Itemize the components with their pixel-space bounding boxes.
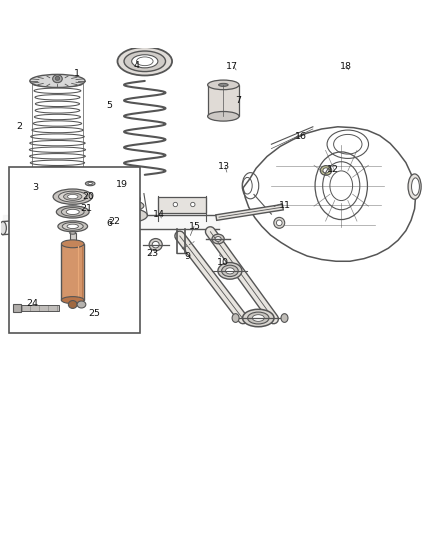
Ellipse shape	[53, 75, 62, 83]
Ellipse shape	[58, 221, 88, 232]
Ellipse shape	[276, 220, 282, 225]
Text: 6: 6	[106, 219, 112, 228]
Text: 15: 15	[189, 222, 201, 231]
Ellipse shape	[274, 217, 285, 228]
Text: 2: 2	[16, 122, 22, 131]
Text: 11: 11	[279, 201, 290, 210]
Bar	[9, 167, 140, 333]
Ellipse shape	[67, 224, 78, 229]
Ellipse shape	[61, 207, 84, 216]
Ellipse shape	[215, 237, 221, 241]
Ellipse shape	[137, 57, 153, 66]
Bar	[61, 244, 84, 300]
Ellipse shape	[222, 265, 238, 277]
Ellipse shape	[109, 208, 148, 222]
Text: 9: 9	[184, 252, 191, 261]
Ellipse shape	[53, 189, 92, 204]
Ellipse shape	[208, 111, 239, 121]
Text: 22: 22	[108, 216, 120, 225]
Ellipse shape	[232, 313, 239, 322]
Text: 20: 20	[82, 192, 94, 201]
Ellipse shape	[67, 195, 78, 199]
Text: 5: 5	[106, 101, 112, 110]
Text: 21: 21	[80, 204, 92, 213]
Text: 4: 4	[133, 61, 139, 70]
Text: 18: 18	[339, 62, 352, 71]
Ellipse shape	[243, 309, 274, 327]
Ellipse shape	[252, 314, 264, 321]
Ellipse shape	[212, 234, 224, 244]
Ellipse shape	[219, 83, 228, 86]
Text: 19: 19	[116, 180, 128, 189]
Ellipse shape	[191, 203, 195, 207]
Ellipse shape	[226, 268, 234, 274]
Ellipse shape	[117, 47, 172, 76]
Ellipse shape	[64, 193, 82, 200]
Bar	[19, 305, 59, 311]
Ellipse shape	[37, 168, 78, 177]
Ellipse shape	[247, 312, 269, 324]
Bar	[70, 233, 76, 244]
Text: 12: 12	[326, 165, 339, 174]
Ellipse shape	[281, 313, 288, 322]
Text: 17: 17	[226, 62, 238, 71]
Ellipse shape	[77, 301, 86, 308]
Ellipse shape	[149, 239, 162, 251]
Ellipse shape	[61, 240, 84, 248]
Bar	[208, 85, 239, 116]
Ellipse shape	[52, 187, 58, 191]
Text: 10: 10	[216, 257, 229, 266]
Ellipse shape	[61, 297, 84, 304]
Ellipse shape	[55, 76, 60, 80]
Ellipse shape	[57, 206, 89, 218]
Ellipse shape	[67, 215, 74, 230]
Ellipse shape	[412, 178, 420, 195]
Text: 25: 25	[88, 309, 101, 318]
Ellipse shape	[68, 301, 77, 309]
Bar	[13, 304, 21, 312]
Ellipse shape	[218, 263, 242, 279]
Ellipse shape	[173, 203, 177, 207]
Ellipse shape	[124, 51, 166, 71]
Ellipse shape	[28, 166, 86, 179]
Text: 1: 1	[74, 69, 80, 78]
Ellipse shape	[59, 191, 87, 202]
Ellipse shape	[408, 174, 421, 199]
Text: 24: 24	[26, 299, 38, 308]
Ellipse shape	[208, 80, 239, 90]
Ellipse shape	[132, 55, 158, 68]
Ellipse shape	[152, 241, 159, 248]
Ellipse shape	[120, 190, 137, 197]
Text: 14: 14	[153, 209, 165, 219]
Ellipse shape	[0, 222, 7, 235]
Ellipse shape	[70, 231, 76, 234]
Ellipse shape	[49, 185, 61, 193]
Ellipse shape	[30, 75, 85, 87]
Text: 16: 16	[295, 132, 307, 141]
Ellipse shape	[85, 181, 95, 185]
Bar	[158, 197, 206, 213]
Ellipse shape	[116, 194, 141, 204]
Text: 13: 13	[218, 163, 230, 172]
Ellipse shape	[66, 209, 79, 215]
Text: 7: 7	[236, 96, 242, 105]
Text: 3: 3	[32, 183, 39, 192]
Ellipse shape	[113, 200, 144, 212]
Ellipse shape	[320, 166, 332, 175]
Ellipse shape	[88, 182, 92, 184]
Text: 23: 23	[147, 249, 159, 258]
Ellipse shape	[323, 168, 329, 173]
Ellipse shape	[62, 222, 83, 230]
